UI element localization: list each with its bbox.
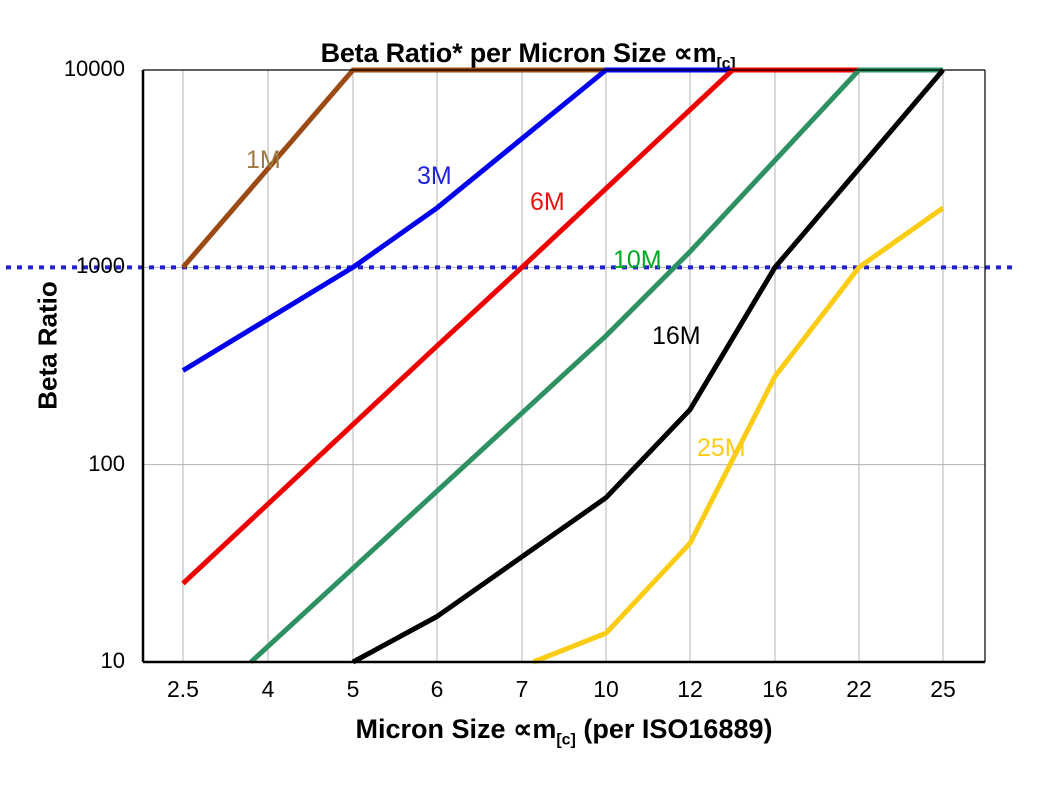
series-label-10M: 10M <box>613 246 662 274</box>
y-tick-label-10000: 10000 <box>63 56 125 81</box>
series-label-16M: 16M <box>652 322 701 350</box>
x-tick-label-12: 12 <box>677 676 703 702</box>
series-label-6M: 6M <box>530 188 565 216</box>
y-tick-label-10: 10 <box>100 648 125 673</box>
series-line-10M <box>249 67 943 664</box>
series-lines <box>181 67 945 665</box>
series-line-16M <box>351 68 945 665</box>
y-tick-label-1000: 1000 <box>76 253 125 279</box>
x-tick-label-5: 5 <box>346 676 360 702</box>
x-tick-label-16: 16 <box>762 676 788 702</box>
chart-title-main: Beta Ratio* per Micron Size ∝m <box>320 38 717 68</box>
x-tick-label-2.5: 2.5 <box>167 676 199 702</box>
series-line-3M <box>181 67 943 373</box>
series-label-1M: 1M <box>246 146 281 174</box>
x-tick-label-6: 6 <box>430 676 444 702</box>
x-axis-title-main: Micron Size ∝m <box>355 714 557 744</box>
series-label-25M: 25M <box>697 434 746 462</box>
x-tick-label-10: 10 <box>593 676 619 702</box>
x-tick-label-4: 4 <box>261 676 275 702</box>
x-tick-label-7: 7 <box>515 676 529 702</box>
x-axis-title-tail: (per ISO16889) <box>575 714 773 744</box>
x-axis-title: Micron Size ∝m[c] (per ISO16889) <box>143 714 985 749</box>
x-tick-label-22: 22 <box>846 676 872 702</box>
x-axis-title-subscript: [c] <box>556 731 576 749</box>
series-line-6M <box>181 67 943 586</box>
y-tick-label-100: 100 <box>88 450 125 476</box>
plot-frame <box>141 69 986 664</box>
series-label-3M: 3M <box>417 162 452 190</box>
x-tick-label-25: 25 <box>930 676 956 702</box>
series-line-25M <box>532 205 945 665</box>
